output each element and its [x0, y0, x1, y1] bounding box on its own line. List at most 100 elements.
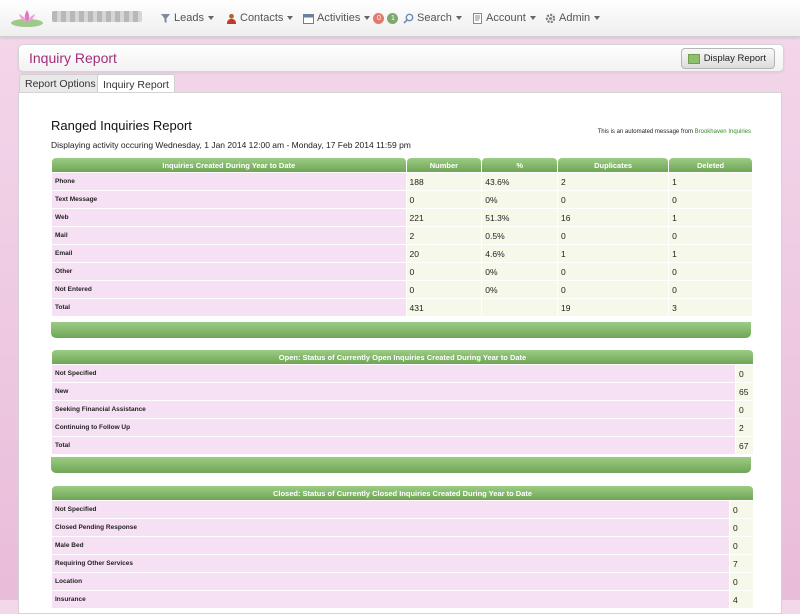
cell-value: 0% [482, 281, 558, 298]
cell-value: 0% [482, 191, 558, 208]
chevron-down-icon [364, 16, 371, 20]
display-report-button[interactable]: Display Report [680, 48, 775, 69]
tab-report-options[interactable]: Report Options [19, 74, 102, 93]
table-row: Other 0 0% 0 0 [52, 263, 752, 280]
nav-activities[interactable]: Activities 0 1 [303, 10, 399, 26]
calendar-icon [303, 13, 314, 24]
brookhaven-inquiries-link[interactable]: Brookhaven Inquiries [694, 129, 751, 135]
report-title: Ranged Inquiries Report [51, 118, 192, 133]
table-row: Mail 2 0.5% 0 0 [52, 227, 752, 244]
table-row: New 65 [52, 383, 753, 400]
cell-value: 431 [406, 299, 482, 316]
row-label: Other [52, 263, 406, 280]
row-label: Not Specified [52, 501, 729, 518]
lotus-logo-icon[interactable] [10, 6, 44, 28]
row-label: Requiring Other Services [52, 555, 729, 572]
display-report-label: Display Report [703, 53, 766, 64]
tab-inquiry-report[interactable]: Inquiry Report [97, 74, 175, 94]
table-row: Not Specified 0 [52, 365, 753, 382]
nav-contacts[interactable]: Contacts [226, 10, 294, 26]
cell-value: 3 [669, 299, 752, 316]
total-row: Total 67 [52, 437, 753, 454]
gear-icon [545, 13, 556, 23]
table-row: Web 221 51.3% 16 1 [52, 209, 752, 226]
cell-value: 20 [406, 245, 482, 262]
cell-value: 0 [669, 281, 752, 298]
cell-value: 221 [406, 209, 482, 226]
cell-value: 188 [406, 173, 482, 190]
chevron-down-icon [594, 16, 601, 20]
column-header: Open: Status of Currently Open Inquiries… [52, 350, 753, 364]
chevron-down-icon [529, 16, 536, 20]
table-header-row: Open: Status of Currently Open Inquiries… [52, 350, 753, 364]
report-date-range: Displaying activity occuring Wednesday, … [51, 140, 411, 150]
row-label: Not Entered [52, 281, 406, 298]
person-icon [227, 13, 236, 24]
tab-report-options-label: Report Options [25, 78, 96, 90]
document-icon [473, 12, 482, 24]
cell-value: 2 [736, 419, 753, 436]
cell-value: 0 [669, 227, 752, 244]
table-row: Not Specified 0 [52, 501, 753, 518]
created-inquiries-table: Inquiries Created During Year to Date Nu… [51, 157, 753, 317]
column-header: Duplicates [558, 158, 669, 172]
cell-value: 0 [406, 281, 482, 298]
row-label: Male Bed [52, 537, 729, 554]
cell-value: 19 [558, 299, 669, 316]
cell-value: 0 [730, 537, 753, 554]
nav-leads[interactable]: Leads [160, 10, 214, 26]
table-header-row: Inquiries Created During Year to Date Nu… [52, 158, 752, 172]
table-row: Email 20 4.6% 1 1 [52, 245, 752, 262]
top-navbar: Leads Contacts Activities 0 1 Search [0, 0, 800, 37]
nav-search-label: Search [417, 12, 452, 24]
cell-value: 1 [558, 245, 669, 262]
brand-name-redacted[interactable] [52, 11, 142, 22]
table-row: Not Entered 0 0% 0 0 [52, 281, 752, 298]
total-row: Total 431 19 3 [52, 299, 752, 316]
table-footer-bar [51, 322, 751, 338]
cell-value: 0% [482, 263, 558, 280]
open-inquiries-table: Open: Status of Currently Open Inquiries… [51, 349, 754, 455]
cell-value: 0 [669, 191, 752, 208]
nav-admin[interactable]: Admin [545, 10, 601, 26]
table-header-row: Closed: Status of Currently Closed Inqui… [52, 486, 753, 500]
report-icon [687, 53, 700, 64]
nav-account[interactable]: Account [472, 10, 536, 26]
row-label: Total [52, 299, 406, 316]
column-header: Closed: Status of Currently Closed Inqui… [52, 486, 753, 500]
column-header: Deleted [669, 158, 752, 172]
cell-value [482, 299, 558, 316]
row-label: Not Specified [52, 365, 735, 382]
cell-value: 0 [730, 519, 753, 536]
cell-value: 0 [730, 573, 753, 590]
column-header: % [482, 158, 558, 172]
cell-value: 0 [558, 191, 669, 208]
nav-account-label: Account [486, 12, 526, 24]
cell-value: 65 [736, 383, 753, 400]
row-label: Email [52, 245, 406, 262]
nav-leads-label: Leads [174, 12, 204, 24]
table-row: Seeking Financial Assistance 0 [52, 401, 753, 418]
nav-search[interactable]: Search [403, 10, 462, 26]
nav-admin-label: Admin [559, 12, 591, 24]
activities-due-badge[interactable]: 1 [387, 12, 399, 24]
chevron-down-icon [207, 16, 214, 20]
row-label: Continuing to Follow Up [52, 419, 735, 436]
cell-value: 0 [558, 227, 669, 244]
table-row: Male Bed 0 [52, 537, 753, 554]
cell-value: 2 [558, 173, 669, 190]
tab-inquiry-report-label: Inquiry Report [103, 78, 169, 91]
cell-value: 0 [730, 501, 753, 518]
table-row: Text Message 0 0% 0 0 [52, 191, 752, 208]
cell-value: 1 [669, 173, 752, 190]
row-label: Web [52, 209, 406, 226]
cell-value: 1 [669, 209, 752, 226]
chevron-down-icon [455, 16, 462, 20]
cell-value: 43.6% [482, 173, 558, 190]
funnel-icon [161, 13, 170, 23]
cell-value: 1 [669, 245, 752, 262]
page-header: Inquiry Report Display Report [18, 44, 784, 72]
column-header: Number [406, 158, 482, 172]
row-label: Text Message [52, 191, 406, 208]
activities-overdue-badge[interactable]: 0 [373, 12, 385, 24]
